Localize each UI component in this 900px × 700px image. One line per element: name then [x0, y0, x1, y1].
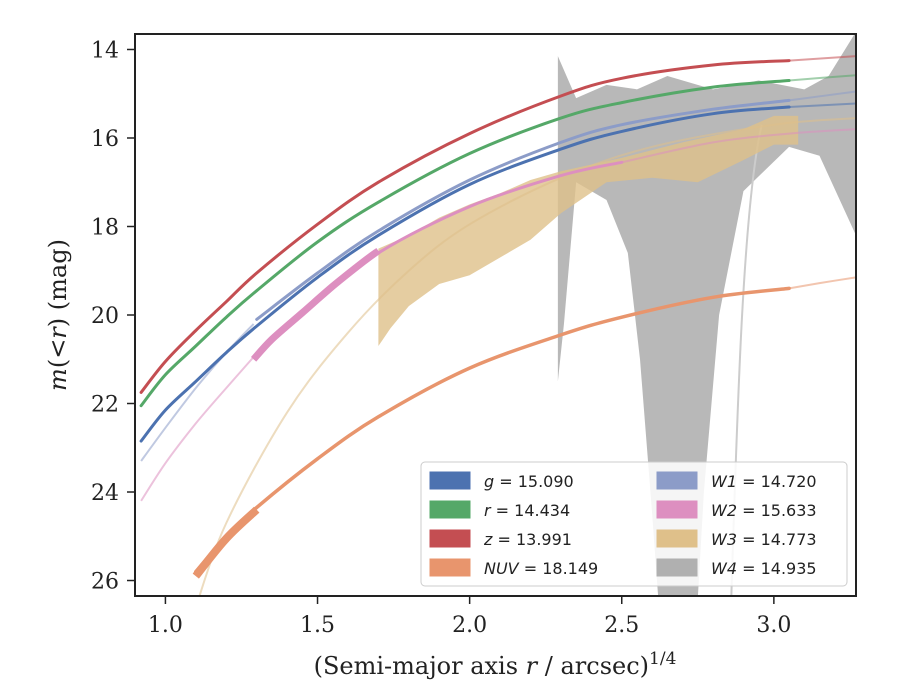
w2-model-curve-inner [140, 356, 255, 502]
w3-model-curve [198, 117, 856, 596]
r-model-curve-outer [789, 74, 856, 82]
legend-swatch-NUV [429, 558, 471, 577]
w1-model-curve-outer [788, 90, 856, 102]
x-tick-label: 2.0 [452, 613, 487, 638]
z-model-curve-outer [789, 55, 856, 62]
series-z-line [139, 59, 791, 394]
legend-label-W4: W4 = 14.935 [711, 559, 817, 578]
legend-label-W1: W1 = 14.720 [711, 472, 817, 491]
x-tick-label: 1.0 [148, 613, 183, 638]
legend-label-g: g = 15.090 [484, 472, 574, 491]
nuv-thick-segment [192, 506, 260, 579]
y-tick-label: 14 [91, 38, 119, 63]
legend-swatch-z [429, 529, 471, 548]
legend-swatch-W3 [656, 529, 698, 548]
legend-label-NUV: NUV = 18.149 [484, 559, 598, 578]
x-tick-label: 3.0 [756, 613, 791, 638]
g-model-curve-outer [789, 102, 856, 108]
series-g-line [139, 105, 791, 443]
legend-label-z: z = 13.991 [483, 530, 572, 549]
legend-label-W2: W2 = 15.633 [711, 501, 817, 520]
series-r-line [139, 79, 791, 408]
w2-thick-segment [250, 247, 381, 362]
legend-label-r: r = 14.434 [484, 501, 570, 520]
legend-label-W3: W3 = 14.773 [711, 530, 817, 549]
legend-swatch-W2 [656, 500, 698, 519]
legend-swatch-g [429, 471, 471, 490]
y-tick-label: 26 [91, 570, 119, 595]
w3-band [378, 115, 799, 347]
y-tick-label: 20 [91, 304, 119, 329]
y-tick-label: 22 [91, 393, 119, 418]
legend-swatch-r [429, 500, 471, 519]
x-axis-label: (Semi-major axis r / arcsec)1/4 [314, 649, 677, 680]
x-tick-label: 2.5 [604, 613, 639, 638]
series-W1-line [255, 98, 791, 321]
y-tick-label: 18 [91, 215, 119, 240]
y-tick-label: 24 [91, 481, 119, 506]
x-tick-label: 1.5 [300, 613, 335, 638]
nuv-model-curve [788, 276, 856, 290]
legend: g = 15.090 r = 14.434 z = 13.991 NUV = 18.1… [420, 461, 848, 587]
w2-model-curve-outer [621, 128, 856, 164]
legend-swatch-W4 [656, 558, 698, 577]
y-tick-label: 16 [91, 127, 119, 152]
legend-swatch-W1 [656, 471, 698, 490]
y-axis-label: m(<r) (mag) [44, 239, 72, 391]
legend-frame [420, 461, 848, 587]
